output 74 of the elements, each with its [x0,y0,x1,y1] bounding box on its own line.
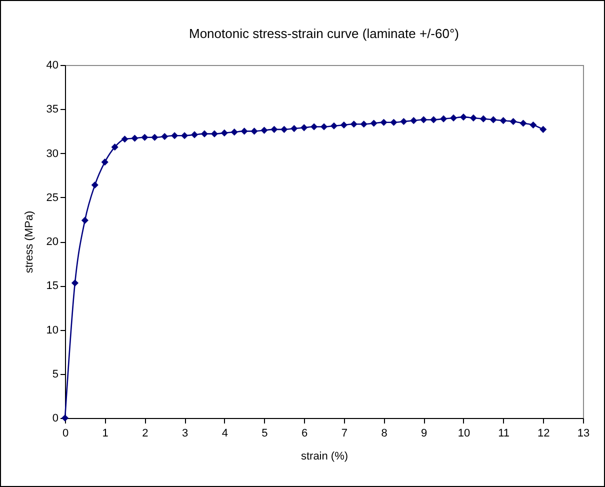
point [280,126,288,133]
point [91,181,98,189]
y-axis-title: stress (MPa) [23,210,36,274]
point [210,130,218,138]
point [290,125,298,132]
point [380,118,388,126]
point [510,118,517,126]
x-tick-label: 0 [62,428,69,440]
point [360,120,368,128]
point [400,118,408,126]
point [300,124,308,132]
x-tick-label: 1 [102,428,108,440]
point [131,134,138,142]
point [370,120,378,127]
point [190,131,198,138]
x-tick-label: 10 [458,428,470,440]
point [480,115,487,122]
point [220,129,228,136]
chart-title: Monotonic stress-strain curve (laminate +/-60°) [189,26,459,41]
y-tick-label: 0 [52,412,58,424]
point [81,216,88,224]
point [390,118,398,126]
x-axis-title: strain (%) [300,450,348,462]
x-tick-label: 9 [421,428,428,440]
x-tick-label: 6 [302,428,308,440]
x-tick-label: 3 [182,428,188,440]
point [151,134,158,141]
point [540,126,547,133]
x-tick-label: 11 [498,428,510,440]
y-tick-label: 35 [46,104,58,116]
x-tick-label: 5 [262,428,268,440]
y-tick-label: 30 [46,148,58,160]
point [330,122,338,130]
y-tick-label: 10 [46,324,58,336]
point [310,123,318,130]
x-tick-label: 8 [381,428,388,440]
point [350,120,358,128]
y-tick-label: 15 [46,280,58,292]
x-tick-label: 2 [142,428,148,440]
x-tick-label: 13 [577,428,590,440]
x-tick-label: 12 [538,428,550,440]
x-tick-label: 4 [222,428,228,440]
point [320,123,328,130]
point [430,116,438,124]
x-tick-label: 7 [341,428,348,440]
point [420,116,428,124]
point [450,114,458,122]
y-tick-label: 25 [46,192,58,204]
y-tick-label: 5 [52,368,58,380]
point [520,120,527,127]
point [141,134,148,141]
point [500,117,507,124]
y-tick-label: 20 [46,236,58,248]
point [470,114,477,122]
point [530,121,537,129]
point [270,126,278,133]
point [460,114,467,121]
point [161,132,168,140]
point [260,126,268,134]
point [101,158,108,166]
point [71,279,78,287]
point [200,130,208,138]
point [171,132,178,140]
y-tick-label: 40 [46,60,58,72]
point [340,121,348,129]
point [121,136,128,143]
point [410,117,418,124]
point [250,128,258,135]
point [230,128,238,136]
point [240,128,248,135]
point [181,132,188,140]
point [440,115,448,122]
point [490,116,497,124]
point [111,144,118,151]
